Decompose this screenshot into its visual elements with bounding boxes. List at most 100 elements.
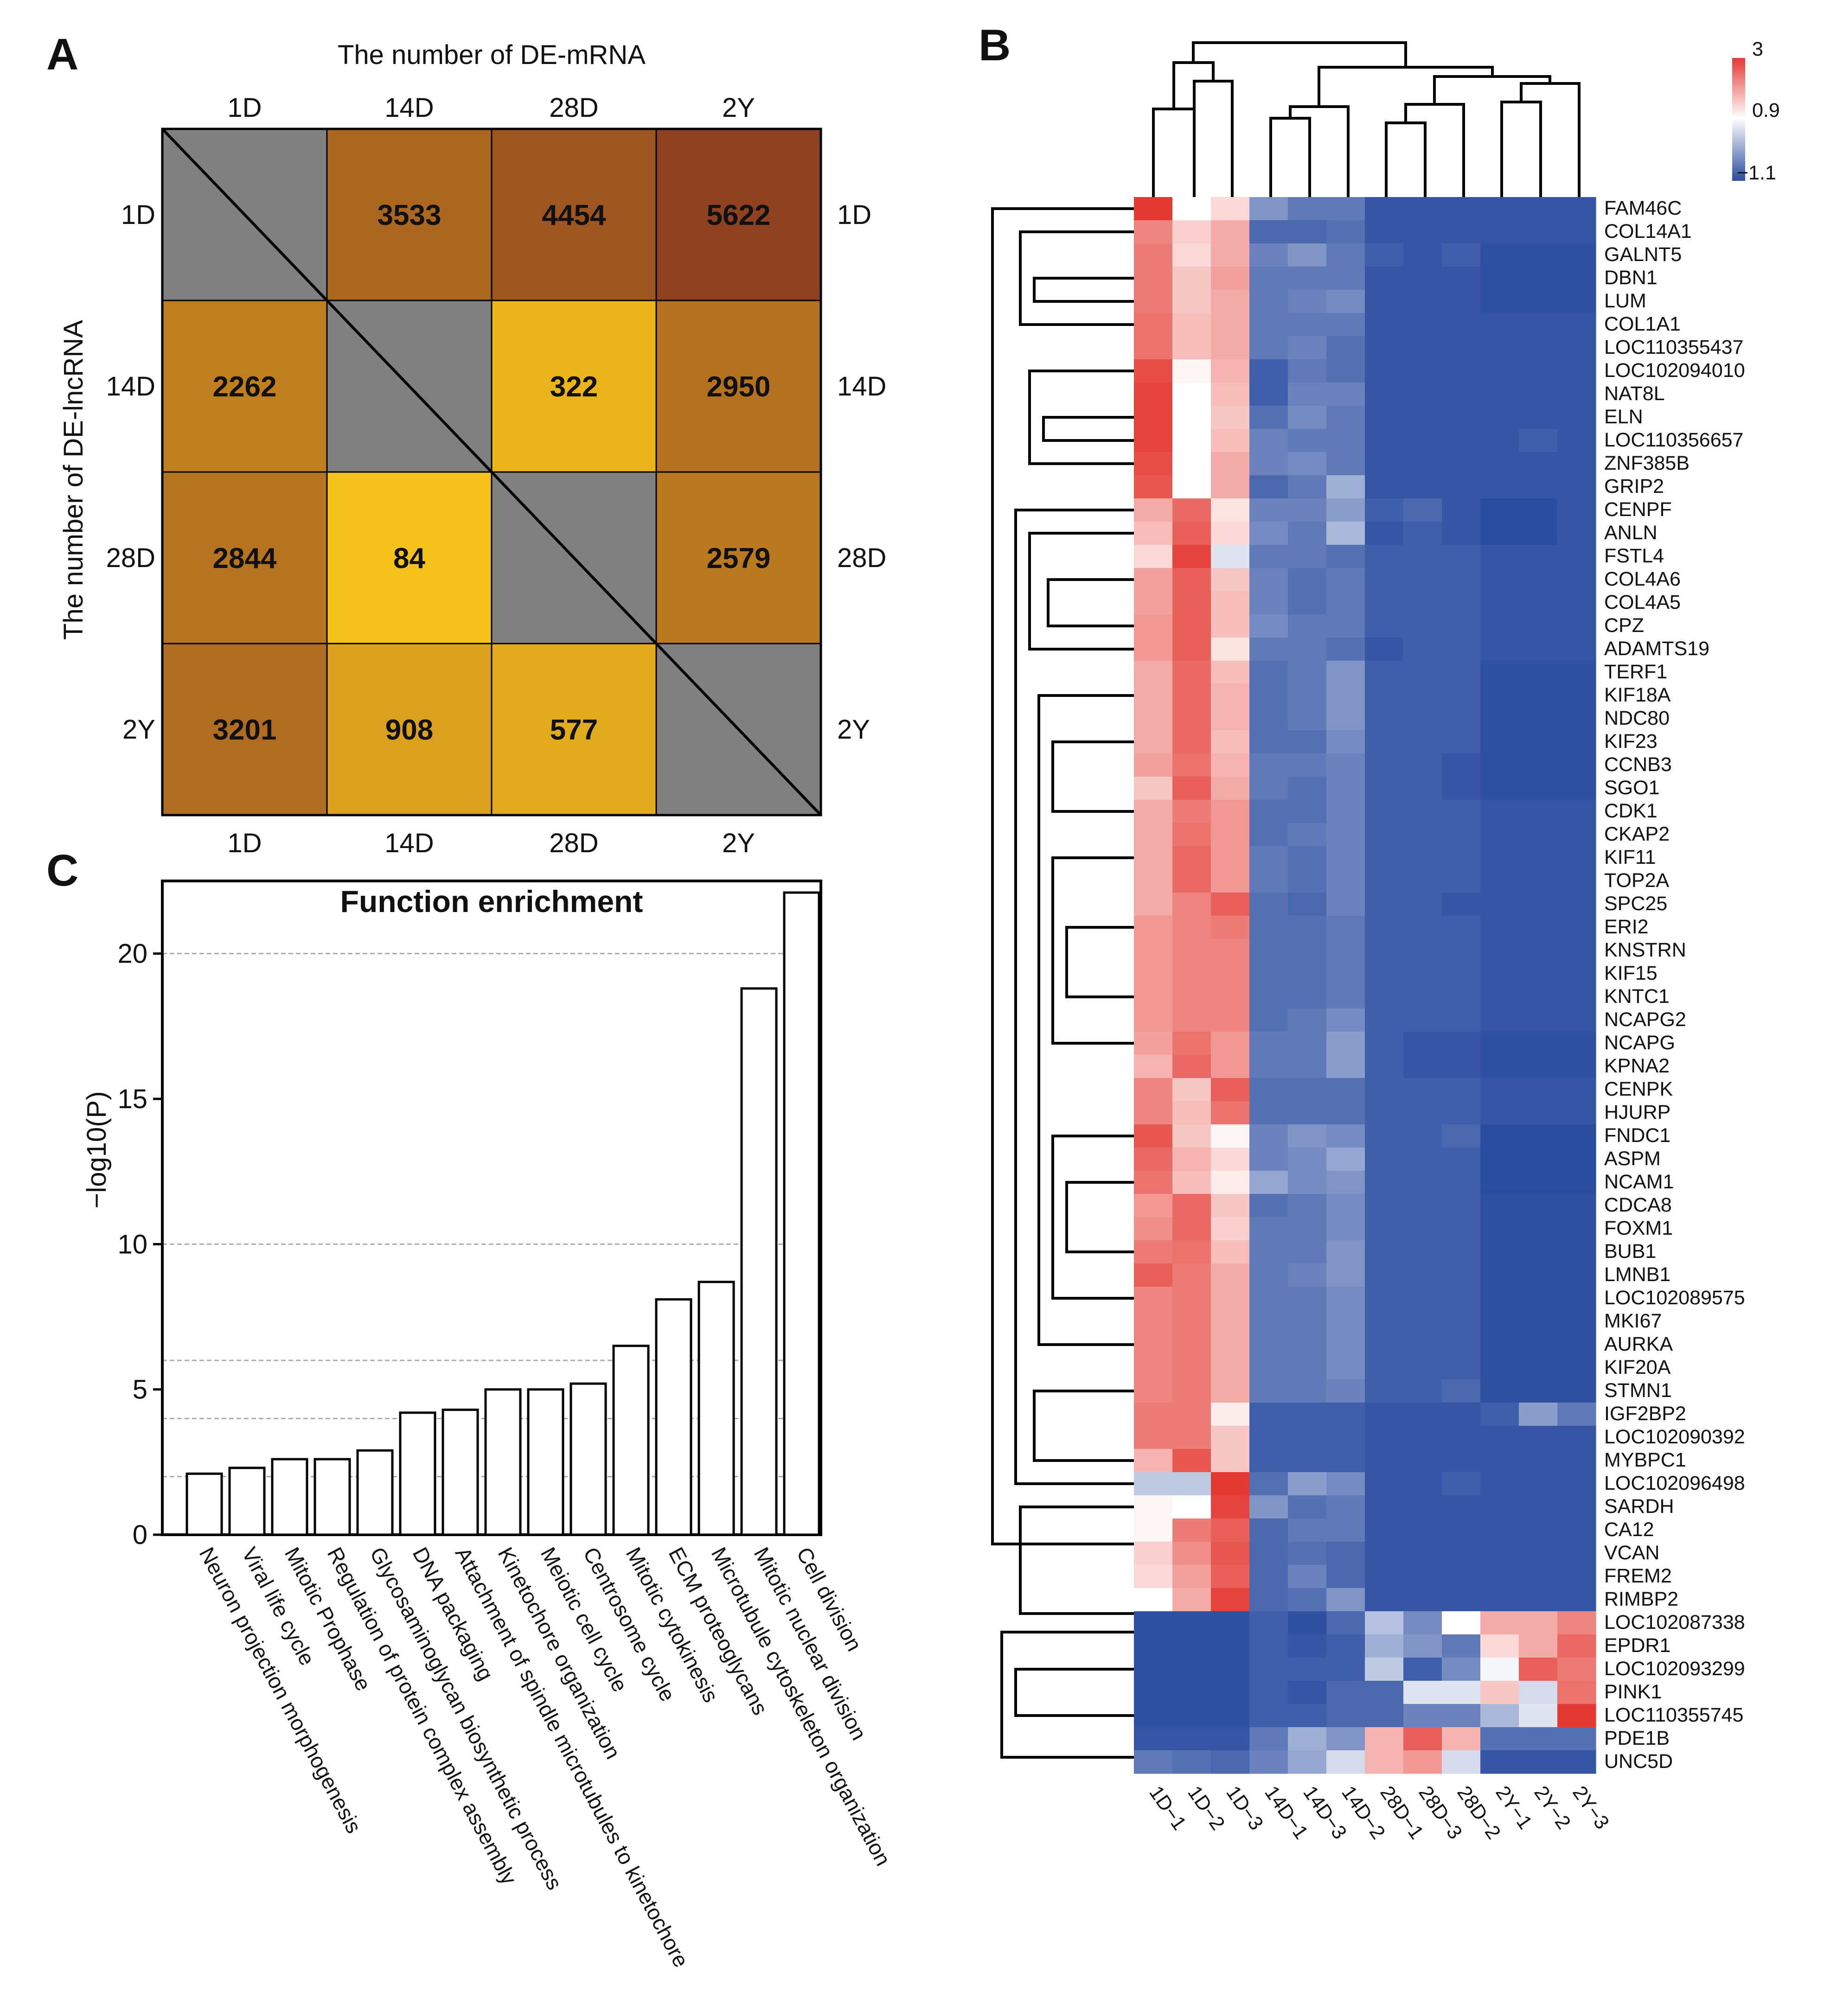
heatmap-cell xyxy=(1480,1310,1519,1333)
heatmap-cell xyxy=(1365,684,1404,708)
heatmap-cell xyxy=(1480,661,1519,684)
heatmap-cell xyxy=(1172,1727,1211,1751)
heatmap-cell xyxy=(1442,359,1481,383)
matrix-value: 2579 xyxy=(707,542,771,574)
heatmap-cell xyxy=(1172,1379,1211,1403)
heatmap-cell xyxy=(1288,1194,1327,1218)
heatmap-cell xyxy=(1326,383,1365,406)
heatmap-cell xyxy=(1172,336,1211,360)
heatmap-cell xyxy=(1480,730,1519,754)
heatmap-cell xyxy=(1211,638,1250,661)
row-dendro-link xyxy=(1019,230,1134,326)
column-dendrogram xyxy=(1152,41,1581,197)
heatmap-cell xyxy=(1403,591,1442,615)
heatmap-cell xyxy=(1288,1310,1327,1333)
gene-label: MYBPC1 xyxy=(1604,1449,1686,1471)
heatmap-cell xyxy=(1557,498,1596,522)
heatmap-cell xyxy=(1519,800,1558,823)
heatmap-cell xyxy=(1365,777,1404,800)
gene-label: LOC102087338 xyxy=(1604,1611,1745,1633)
heatmap-cell xyxy=(1557,1194,1596,1218)
heatmap-cell xyxy=(1249,1704,1288,1728)
heatmap-cell xyxy=(1519,568,1558,592)
gene-label: KIF11 xyxy=(1604,846,1656,868)
heatmap-cell xyxy=(1365,498,1404,522)
row-dendro-link xyxy=(1028,532,1134,651)
heatmap-cell xyxy=(1442,1727,1481,1751)
heatmap-cell xyxy=(1326,1658,1365,1681)
heatmap-cell xyxy=(1211,730,1250,754)
heatmap-cell xyxy=(1403,962,1442,986)
heatmap-cell xyxy=(1288,985,1327,1009)
heatmap-cell xyxy=(1557,1287,1596,1310)
heatmap-cell xyxy=(1211,1148,1250,1171)
gene-label: LMNB1 xyxy=(1604,1263,1670,1286)
matrix-right-label: 2Y xyxy=(837,715,870,745)
heatmap-cell xyxy=(1480,498,1519,522)
heatmap-cell xyxy=(1557,1518,1596,1542)
heatmap-cell xyxy=(1211,1333,1250,1357)
heatmap-cell xyxy=(1172,707,1211,731)
heatmap-cell xyxy=(1519,1032,1558,1055)
heatmap-cell xyxy=(1249,1449,1288,1473)
heatmap-cell xyxy=(1326,1310,1365,1333)
heatmap-cell xyxy=(1403,684,1442,708)
heatmap-cell xyxy=(1288,1611,1327,1635)
heatmap-cell xyxy=(1480,1379,1519,1403)
gene-label: LOC110355437 xyxy=(1604,336,1743,358)
heatmap-cell xyxy=(1442,568,1481,592)
heatmap-cell xyxy=(1288,800,1327,823)
heatmap-cell xyxy=(1211,800,1250,823)
heatmap-cell xyxy=(1519,777,1558,800)
matrix-value: 5622 xyxy=(707,199,771,231)
bar xyxy=(740,987,778,1536)
heatmap-cell xyxy=(1288,1078,1327,1102)
row-dendro-link xyxy=(1051,1135,1134,1300)
heatmap-cell xyxy=(1288,498,1327,522)
heatmap-cell xyxy=(1442,1449,1481,1473)
heatmap-cell xyxy=(1326,638,1365,661)
gene-label: GALNT5 xyxy=(1604,243,1682,266)
heatmap-cell xyxy=(1249,614,1288,638)
heatmap-cell xyxy=(1403,522,1442,545)
heatmap-cell xyxy=(1326,1518,1365,1542)
heatmap-cell xyxy=(1519,1287,1558,1310)
heatmap-cell xyxy=(1442,1101,1481,1125)
heatmap-cell xyxy=(1211,1449,1250,1473)
heatmap-cell xyxy=(1211,1101,1250,1125)
heatmap-cell xyxy=(1442,1681,1481,1704)
matrix-right-label: 1D xyxy=(837,200,871,230)
legend-mid-label: 0.9 xyxy=(1752,99,1780,121)
heatmap-cell xyxy=(1326,475,1365,499)
heatmap-cell xyxy=(1442,591,1481,615)
heatmap-cell xyxy=(1480,893,1519,916)
heatmap-cell xyxy=(1519,1124,1558,1148)
heatmap-cell xyxy=(1326,1194,1365,1218)
heatmap-cell xyxy=(1403,1287,1442,1310)
heatmap-cell xyxy=(1557,1611,1596,1635)
heatmap-cell xyxy=(1557,684,1596,708)
row-dendro-link xyxy=(1042,416,1134,442)
heatmap-cell xyxy=(1442,1611,1481,1635)
heatmap-cell xyxy=(1134,1634,1173,1658)
heatmap-cell xyxy=(1211,591,1250,615)
heatmap-cell xyxy=(1211,545,1250,568)
heatmap-cell xyxy=(1365,336,1404,360)
heatmap-cell xyxy=(1480,475,1519,499)
heatmap-cell xyxy=(1519,1634,1558,1658)
heatmap-cell xyxy=(1519,1379,1558,1403)
heatmap-cell xyxy=(1288,846,1327,870)
heatmap-cell xyxy=(1403,1634,1442,1658)
heatmap-cell xyxy=(1365,1727,1404,1751)
matrix-cell xyxy=(161,643,328,816)
gene-label: KPNA2 xyxy=(1604,1055,1670,1077)
heatmap-cell xyxy=(1403,336,1442,360)
heatmap-cell xyxy=(1442,1171,1481,1194)
heatmap-cell xyxy=(1288,220,1327,244)
heatmap-cell xyxy=(1480,197,1519,221)
heatmap-cell xyxy=(1403,1055,1442,1078)
heatmap-cell xyxy=(1557,197,1596,221)
heatmap-cell xyxy=(1365,939,1404,963)
gene-label: KIF23 xyxy=(1604,730,1658,753)
heatmap-cell xyxy=(1442,429,1481,453)
